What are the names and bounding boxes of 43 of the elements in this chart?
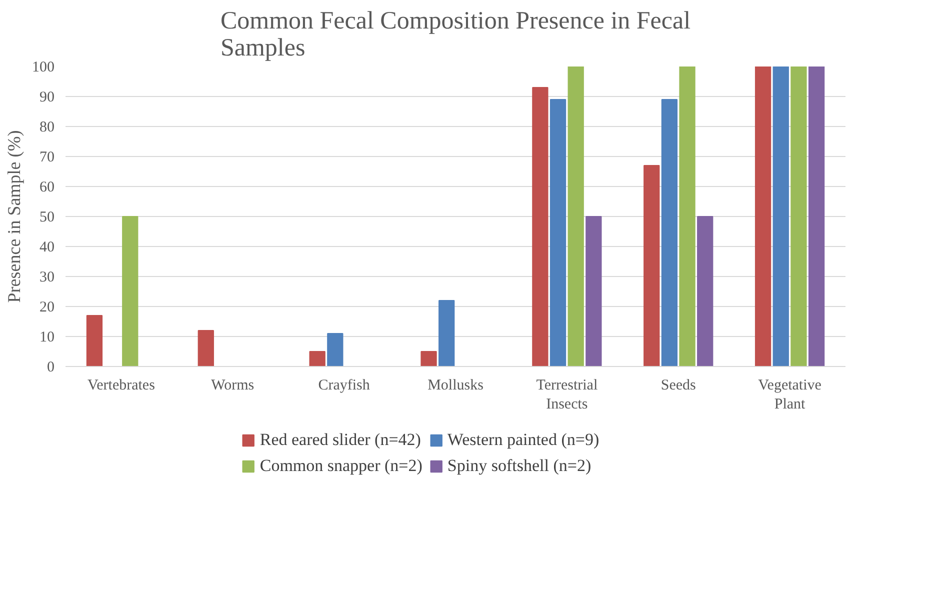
x-tick-label: Terrestrial Insects	[536, 378, 598, 413]
bar	[754, 66, 772, 366]
x-tick-label: Worms	[211, 378, 254, 394]
y-axis-title: Presence in Sample (%)	[4, 130, 24, 303]
bar	[661, 99, 678, 366]
bar	[532, 87, 548, 366]
legend-label: Common snapper (n=2)	[260, 456, 422, 476]
chart-title: Common Fecal Composition Presence in Fecal Samples	[220, 8, 691, 62]
legend-label: Spiny softshell (n=2)	[447, 456, 592, 476]
y-tick-label: 50	[40, 210, 54, 226]
x-tick-label: Vertebrates	[87, 378, 156, 394]
y-tick-label: 90	[40, 90, 54, 106]
y-tick-label: 80	[40, 120, 54, 136]
legend-label: Red eared slider (n=42)	[260, 430, 421, 450]
x-tick-label: Crayfish	[318, 378, 370, 394]
x-tick-label: Mollusks	[428, 378, 484, 394]
bar	[679, 66, 696, 366]
bar	[808, 66, 825, 366]
bar	[198, 330, 214, 366]
bar	[644, 165, 660, 366]
y-tick-label: 0	[47, 360, 54, 376]
bar	[790, 66, 807, 366]
bar	[438, 300, 455, 366]
y-tick-label: 20	[40, 300, 54, 316]
bar	[772, 66, 789, 366]
bar	[586, 216, 602, 366]
y-tick-label: 40	[40, 240, 54, 256]
x-tick-label: Seeds	[660, 378, 696, 394]
y-tick-label: 60	[40, 180, 54, 196]
bar	[327, 333, 344, 366]
y-tick-label: 10	[40, 330, 54, 346]
y-tick-label: 100	[32, 60, 54, 76]
bar	[309, 351, 326, 366]
legend-label: Western painted (n=9)	[447, 430, 600, 450]
x-tick-label: Vegetative Plant	[758, 378, 822, 413]
bar	[568, 66, 584, 366]
y-tick-label: 30	[40, 270, 54, 286]
y-tick-label: 70	[40, 150, 54, 166]
bar	[550, 99, 566, 366]
bar	[697, 216, 714, 366]
bar	[122, 216, 138, 366]
bar	[86, 315, 103, 366]
bar	[420, 351, 437, 366]
